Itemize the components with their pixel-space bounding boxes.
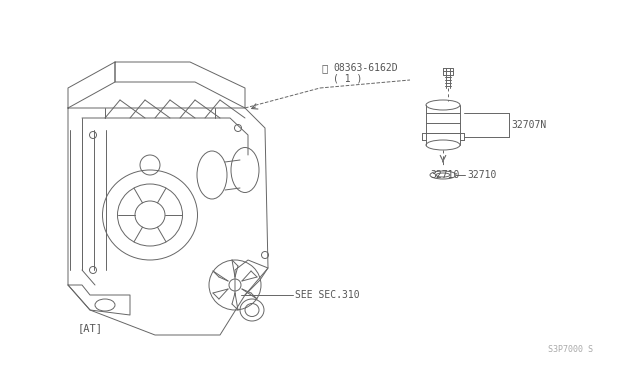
Text: 32710: 32710 [430,170,460,180]
Text: S3P7000 S: S3P7000 S [548,346,593,355]
Text: SEE SEC.310: SEE SEC.310 [295,290,360,300]
Text: 32707N: 32707N [511,120,547,130]
Text: 08363-6162D: 08363-6162D [333,63,397,73]
Text: Ⓑ: Ⓑ [322,63,328,73]
Text: 32710: 32710 [467,170,497,180]
Text: ( 1 ): ( 1 ) [333,73,362,83]
Text: [AT]: [AT] [78,323,103,333]
